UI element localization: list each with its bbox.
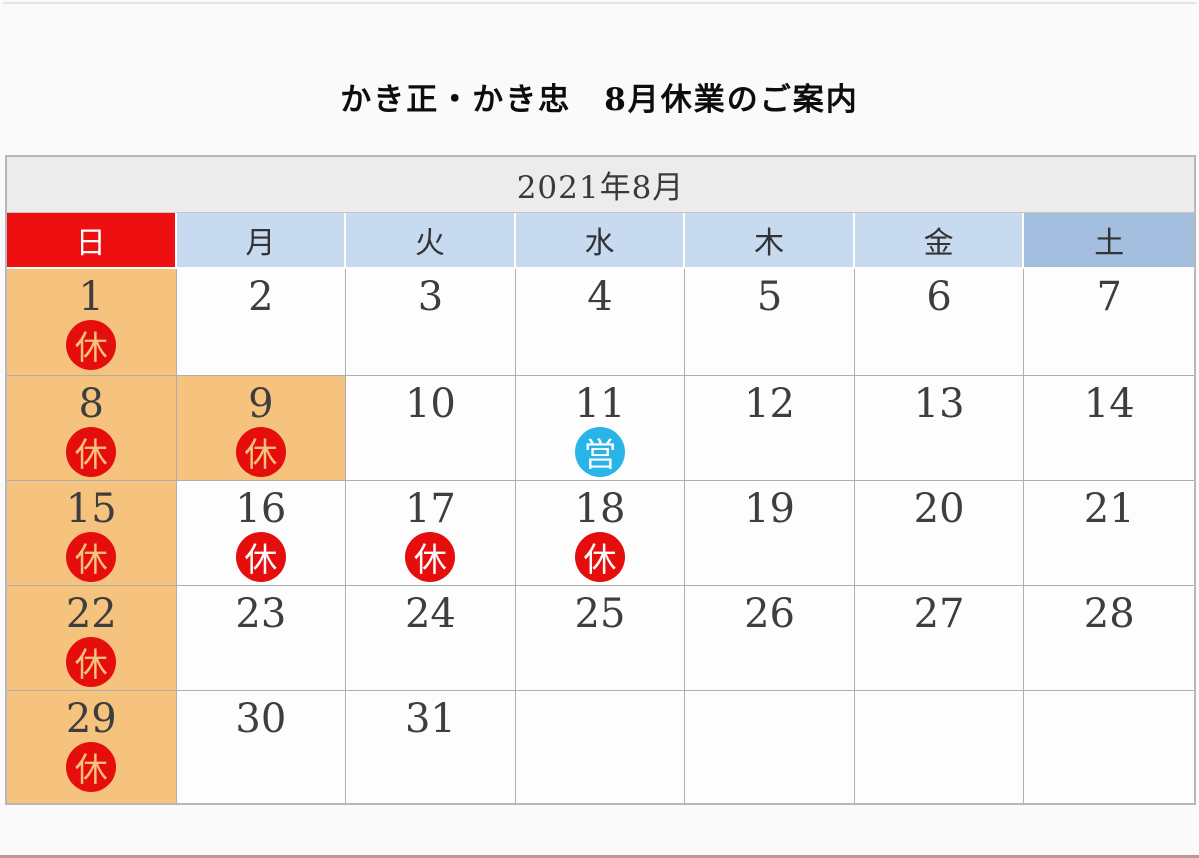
closed-mark-icon: 休 <box>66 637 117 687</box>
day-cell-3: 3 <box>346 269 516 376</box>
weekday-header-wed: 水 <box>515 213 686 269</box>
day-cell-7: 7 <box>1024 269 1194 376</box>
day-number: 17 <box>404 486 456 532</box>
day-cell-31: 31 <box>346 691 516 803</box>
day-number: 2 <box>248 274 274 320</box>
day-cell-22: 22 休 <box>7 586 177 691</box>
week-row-3: 15 休 16 休 17 休 18 休 19 20 21 <box>7 481 1194 586</box>
day-number: 7 <box>1096 274 1122 320</box>
weekday-header-sun: 日 <box>7 213 177 269</box>
weekday-header-sat: 土 <box>1024 213 1194 269</box>
day-number: 21 <box>1083 486 1135 532</box>
day-number: 29 <box>65 696 117 742</box>
day-number: 15 <box>65 486 117 532</box>
weekday-header-row: 日月火水木金土 <box>7 213 1194 269</box>
day-cell-14: 14 <box>1024 376 1194 481</box>
day-number: 6 <box>926 274 952 320</box>
day-number: 25 <box>574 591 626 637</box>
weekday-header-thu: 木 <box>685 213 855 269</box>
day-cell-23: 23 <box>176 586 347 691</box>
closed-mark-icon: 休 <box>574 532 625 582</box>
weekday-header-fri: 金 <box>854 213 1025 269</box>
day-cell-20: 20 <box>854 481 1025 586</box>
day-number: 3 <box>417 274 444 320</box>
day-number: 12 <box>744 381 796 427</box>
week-row-5: 29 休 30 31 <box>7 691 1194 803</box>
day-cell-29: 29 休 <box>7 691 177 803</box>
closed-mark-icon: 休 <box>66 742 117 792</box>
day-cell-6: 6 <box>854 269 1025 376</box>
closed-mark-icon: 休 <box>235 427 286 477</box>
day-number: 23 <box>235 591 287 637</box>
day-cell-10: 10 <box>346 376 516 481</box>
calendar: 2021年8月 日月火水木金土 1 休 2 3 4 5 6 7 8 休 9 休 10 11 営 12 13 14 1… <box>5 155 1196 805</box>
calendar-month-title: 2021年8月 <box>7 157 1194 213</box>
day-cell-30: 30 <box>176 691 347 803</box>
day-cell-18: 18 休 <box>515 481 686 586</box>
day-number: 19 <box>744 486 796 532</box>
day-cell-2: 2 <box>176 269 347 376</box>
day-number: 31 <box>404 696 456 742</box>
top-divider <box>3 2 1196 4</box>
day-number: 4 <box>587 274 613 320</box>
day-cell-13: 13 <box>854 376 1025 481</box>
day-number: 9 <box>248 381 274 427</box>
day-number: 13 <box>913 381 965 427</box>
day-cell-17: 17 休 <box>346 481 516 586</box>
day-cell-26: 26 <box>685 586 855 691</box>
day-cell-27: 27 <box>854 586 1025 691</box>
day-number: 26 <box>744 591 796 637</box>
day-number: 11 <box>574 381 626 427</box>
day-number: 20 <box>913 486 965 532</box>
closed-mark-icon: 休 <box>405 532 456 582</box>
day-number: 18 <box>574 486 626 532</box>
closed-mark-icon: 休 <box>66 532 117 582</box>
empty-cell <box>854 691 1025 803</box>
day-cell-4: 4 <box>515 269 686 376</box>
day-number: 5 <box>756 274 783 320</box>
day-cell-16: 16 休 <box>176 481 347 586</box>
day-cell-11: 11 営 <box>515 376 686 481</box>
day-number: 14 <box>1083 381 1135 427</box>
closed-mark-icon: 休 <box>66 427 117 477</box>
week-row-4: 22 休 23 24 25 26 27 28 <box>7 586 1194 691</box>
weekday-header-tue: 火 <box>346 213 516 269</box>
day-number: 10 <box>404 381 456 427</box>
page-title: かき正・かき忠 8月休業のご案内 <box>340 82 859 118</box>
day-number: 30 <box>235 696 287 742</box>
bottom-divider <box>0 855 1199 858</box>
day-number: 27 <box>913 591 965 637</box>
day-cell-28: 28 <box>1024 586 1194 691</box>
day-cell-12: 12 <box>685 376 855 481</box>
closed-mark-icon: 休 <box>235 532 286 582</box>
day-number: 16 <box>235 486 287 532</box>
day-cell-24: 24 <box>346 586 516 691</box>
day-number: 28 <box>1083 591 1135 637</box>
day-number: 22 <box>65 591 117 637</box>
empty-cell <box>685 691 855 803</box>
day-number: 24 <box>404 591 456 637</box>
day-cell-19: 19 <box>685 481 855 586</box>
empty-cell <box>515 691 686 803</box>
open-mark-icon: 営 <box>574 427 625 477</box>
day-cell-15: 15 休 <box>7 481 177 586</box>
closed-mark-icon: 休 <box>66 320 117 370</box>
day-number: 8 <box>78 381 104 427</box>
day-cell-25: 25 <box>515 586 686 691</box>
day-cell-21: 21 <box>1024 481 1194 586</box>
day-number: 1 <box>78 274 104 320</box>
week-row-2: 8 休 9 休 10 11 営 12 13 14 <box>7 376 1194 481</box>
day-cell-5: 5 <box>685 269 855 376</box>
calendar-weeks: 1 休 2 3 4 5 6 7 8 休 9 休 10 11 営 12 13 14 15 休 16 休 17 休 18 休 19 20 2… <box>7 269 1194 803</box>
weekday-header-mon: 月 <box>176 213 347 269</box>
empty-cell <box>1024 691 1194 803</box>
